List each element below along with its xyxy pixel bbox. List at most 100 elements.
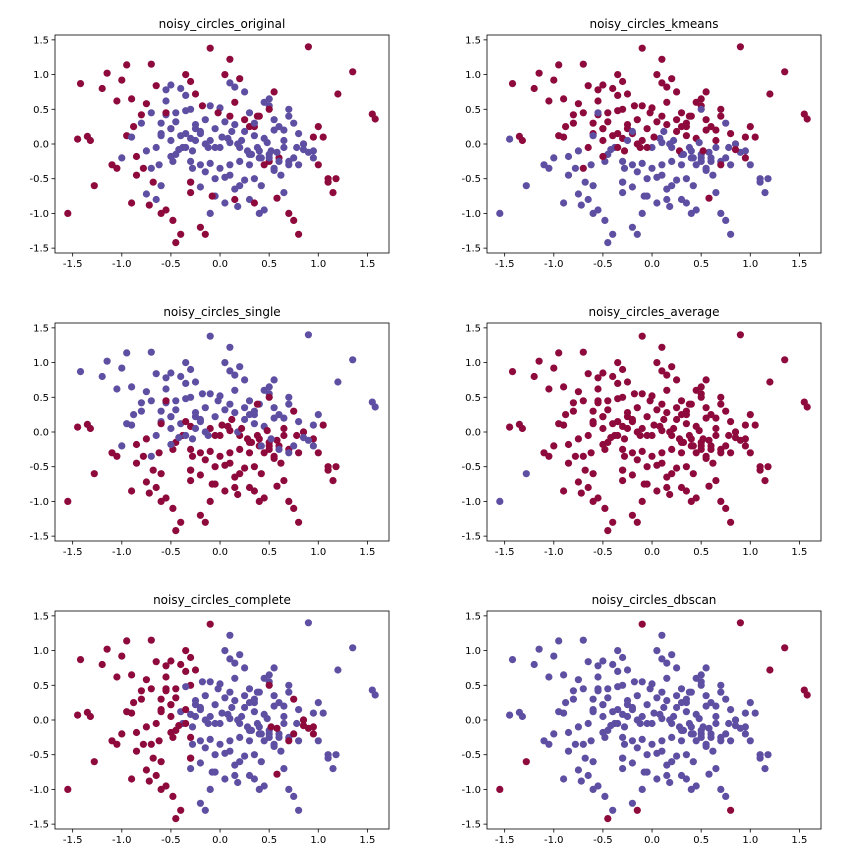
scatter-point xyxy=(658,655,666,663)
scatter-point xyxy=(663,371,671,379)
scatter-point xyxy=(187,466,195,474)
scatter-point xyxy=(147,636,155,644)
scatter-point xyxy=(594,385,602,393)
scatter-point xyxy=(226,79,234,87)
scatter-point xyxy=(633,518,641,526)
y-tick-label: -0.5 xyxy=(29,462,49,473)
scatter-point xyxy=(663,674,671,682)
scatter-point xyxy=(628,703,637,712)
scatter-point xyxy=(270,88,278,96)
y-tick-label: -1.0 xyxy=(29,497,49,508)
scatter-point xyxy=(550,154,558,162)
scatter-point xyxy=(221,173,229,181)
scatter-point xyxy=(371,115,379,123)
scatter-point xyxy=(601,216,609,224)
scatter-point xyxy=(334,90,342,98)
scatter-point xyxy=(751,709,759,717)
scatter-point xyxy=(334,378,342,386)
scatter-point xyxy=(781,644,789,652)
scatter-point xyxy=(221,118,229,126)
scatter-point xyxy=(584,771,592,780)
scatter-point xyxy=(285,497,293,505)
scatter-point xyxy=(656,134,664,142)
scatter-point xyxy=(231,409,239,417)
scatter-point xyxy=(709,171,717,179)
y-tick-label: -1.0 xyxy=(461,209,481,220)
scatter-point xyxy=(614,683,622,691)
scatter-point xyxy=(177,806,185,814)
scatter-point xyxy=(702,164,710,172)
scatter-point xyxy=(113,740,121,748)
scatter-point xyxy=(764,751,772,759)
scatter-point xyxy=(76,368,85,376)
scatter-point xyxy=(577,201,585,209)
scatter-point xyxy=(280,431,288,440)
plot-frame xyxy=(486,34,822,254)
scatter-point xyxy=(334,666,342,674)
scatter-point xyxy=(76,656,85,664)
scatter-point xyxy=(712,424,720,433)
scatter-point xyxy=(562,411,570,419)
scatter-point xyxy=(692,674,700,682)
scatter-point xyxy=(736,619,745,627)
scatter-point xyxy=(211,413,219,421)
scatter-point xyxy=(630,102,639,110)
x-tick-label: 1.5 xyxy=(359,259,375,270)
scatter-point xyxy=(670,424,678,433)
scatter-point xyxy=(280,189,288,197)
x-tick-label: 0.5 xyxy=(261,835,277,846)
scatter-point xyxy=(727,518,735,526)
scatter-point xyxy=(206,735,214,744)
scatter-point xyxy=(90,758,98,766)
scatter-point xyxy=(169,504,177,512)
scatter-point xyxy=(234,490,242,499)
scatter-point xyxy=(707,733,715,742)
scatter-point xyxy=(299,722,308,730)
scatter-point xyxy=(191,697,200,705)
scatter-point xyxy=(619,733,627,742)
scatter-point xyxy=(668,733,676,742)
scatter-point xyxy=(226,688,234,696)
scatter-point xyxy=(162,494,170,502)
scatter-point xyxy=(216,164,224,172)
scatter-point xyxy=(270,452,278,460)
scatter-point xyxy=(699,147,707,155)
scatter-point xyxy=(98,372,106,381)
scatter-point xyxy=(128,421,136,429)
scatter-point xyxy=(142,435,150,443)
scatter-point xyxy=(253,400,261,408)
scatter-point xyxy=(224,710,232,719)
scatter-point xyxy=(250,487,258,495)
scatter-point xyxy=(280,126,288,134)
scatter-point xyxy=(653,775,661,783)
scatter-point xyxy=(633,806,641,814)
scatter-point xyxy=(670,712,678,721)
scatter-point xyxy=(560,421,568,429)
scatter-point xyxy=(620,164,629,172)
y-tick-label: 1.0 xyxy=(33,358,49,369)
x-tick-label: 0.5 xyxy=(261,259,277,270)
scatter-point xyxy=(295,130,303,138)
scatter-point xyxy=(157,132,165,140)
subplot-average: noisy_circles_average -1.5 -1.0 -0.5 0.0 0.5 1… xyxy=(461,305,822,558)
scatter-point xyxy=(238,424,246,433)
scatter-point xyxy=(555,637,563,645)
scatter-point xyxy=(656,710,664,719)
scatter-point xyxy=(132,459,141,467)
scatter-point xyxy=(508,368,517,376)
scatter-point xyxy=(201,518,209,526)
scatter-point xyxy=(152,483,160,492)
scatter-point xyxy=(574,723,583,731)
scatter-point xyxy=(319,709,327,717)
y-tick-label: 0.5 xyxy=(465,105,481,116)
scatter-point xyxy=(673,752,681,760)
scatter-point xyxy=(584,719,592,728)
scatter-point xyxy=(746,737,754,745)
scatter-point xyxy=(74,135,82,143)
scatter-point xyxy=(717,112,725,120)
y-tick-label: 1.0 xyxy=(465,358,481,369)
scatter-point xyxy=(702,452,710,460)
scatter-point xyxy=(756,466,764,474)
scatter-point xyxy=(187,765,195,773)
scatter-point xyxy=(198,390,206,398)
